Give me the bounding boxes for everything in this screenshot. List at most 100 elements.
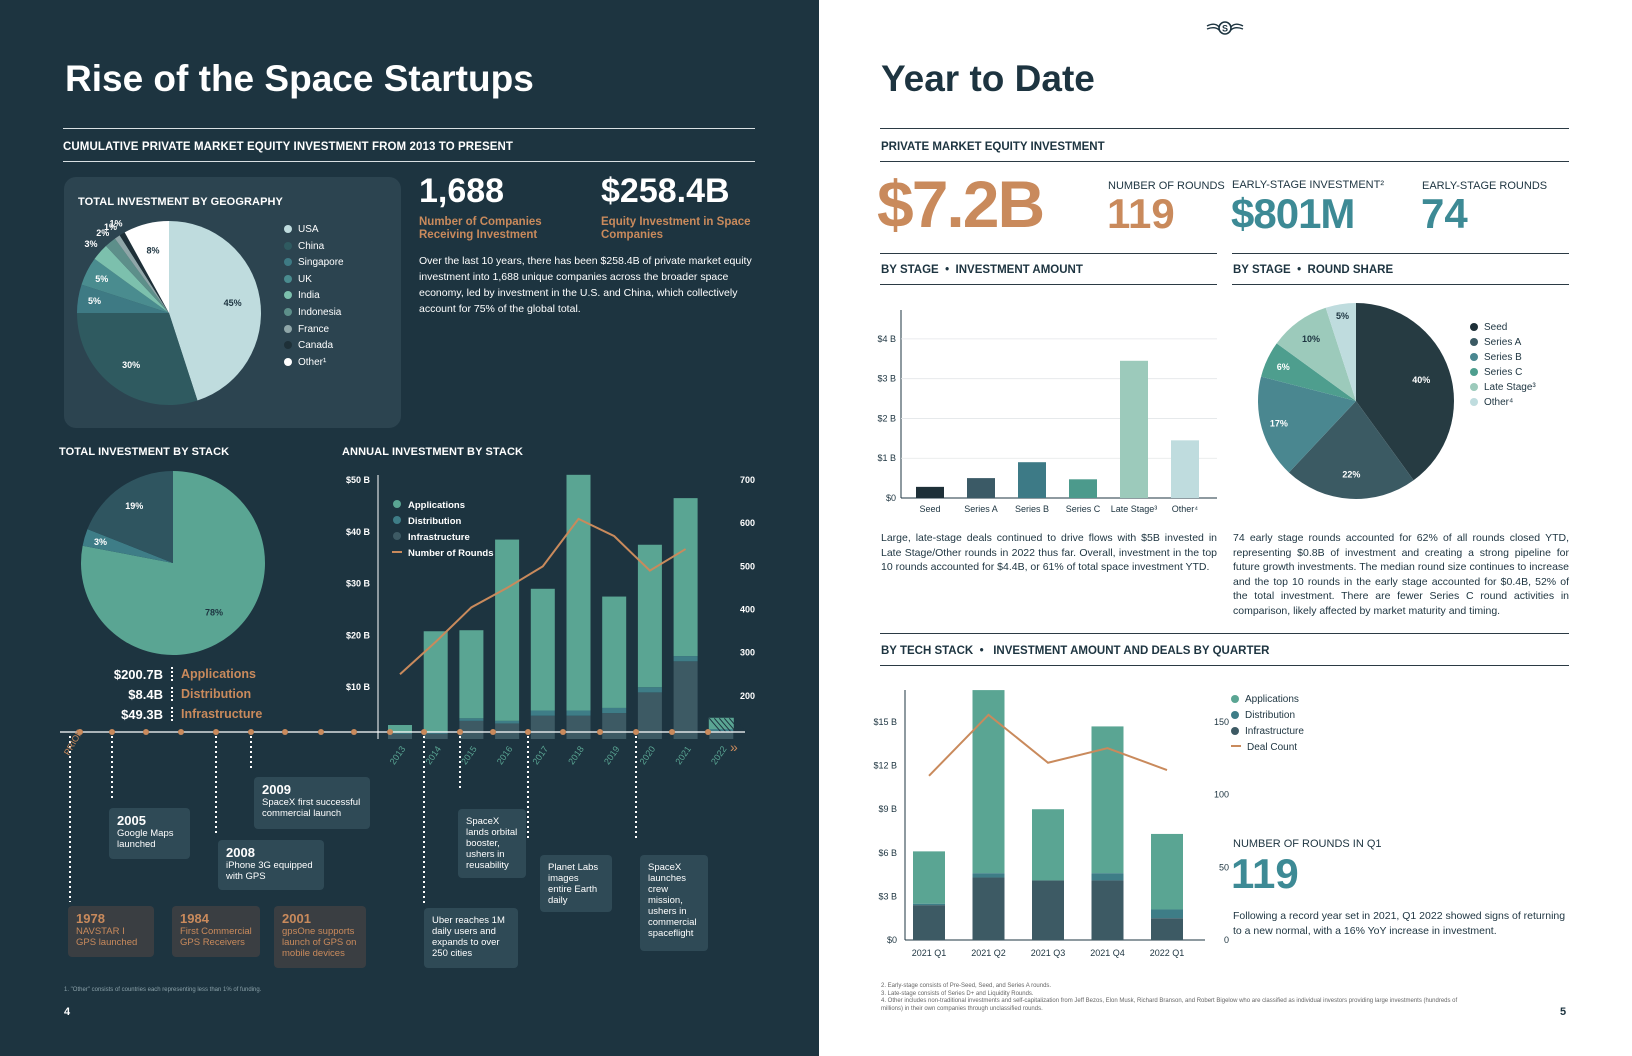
winged-emblem-icon: S [1206,21,1244,35]
legend-swatch [284,291,292,300]
timeline-dot [351,729,357,735]
divider [63,128,755,129]
legend-label: Other⁴ [1484,397,1514,408]
divider [63,161,755,162]
bar-applications-2021-q1 [913,851,945,904]
timeline-axis [60,729,745,906]
y-tick-label: $3 B [878,891,897,901]
timeline-dot [525,729,531,735]
x-tick-label: Seed [919,504,940,514]
legend-label: Seed [1484,322,1508,333]
legend-item: Other¹ [284,357,344,368]
bar-applications-2014 [423,631,448,733]
divider [1232,253,1569,254]
pie-slice-distribution [82,529,173,563]
bar-applications-2018 [566,474,591,711]
ytd-total: $7.2B [877,167,1045,241]
pie-value-label: 5% [1336,311,1349,321]
pie-slice-series-b [1258,376,1356,473]
hatch-line [728,717,742,733]
legend-label: USA [298,224,319,235]
divider [880,284,1217,285]
y2-tick-label: 500 [740,561,755,571]
companies-label: Number of Companies Receiving Investment [419,216,542,241]
bar-distribution-2019 [602,707,627,714]
bar-infrastructure-2021 [673,661,698,739]
legend-label: Canada [298,340,334,352]
legend-item: Series C [1470,367,1536,378]
stack-chart-title: TOTAL INVESTMENT BY STACK [59,446,230,458]
y-tick-label: $15 B [873,717,897,727]
timeline-dot [213,729,219,735]
divider [880,253,1217,254]
y-tick-label: $12 B [873,761,897,771]
y-tick-label: $4 B [877,334,896,344]
stack-total-row: $49.3B Infrastructure [95,704,295,724]
pie-value-label: 6% [1277,362,1290,372]
x-tick-label: Series C [1066,504,1101,514]
pie-slice-other- [124,221,169,313]
pie-value-label: 3% [84,239,97,249]
bar-distribution-2015 [459,718,484,721]
pie-slice-series-c [1261,343,1356,401]
q1-rounds-label: NUMBER OF ROUNDS IN Q1 [1233,838,1382,850]
divider [880,665,1569,666]
y2-tick-label: 400 [740,605,755,615]
y2-tick-label: 700 [740,475,755,485]
rounds-value: 119 [1107,190,1175,237]
y-tick-label: $2 B [877,413,896,423]
pie-slice-france [114,235,169,313]
bar-distribution-2021-q4 [1091,873,1124,881]
legend-item: UK [284,274,344,285]
bar-other- [1171,440,1199,498]
bar-infrastructure-2019 [602,713,627,739]
legend-swatch [1470,383,1478,391]
legend-label: China [298,240,325,252]
y-tick-label: $9 B [878,804,897,814]
page-number: 5 [1560,1006,1567,1018]
stage-pie-legend: Seed Series A Series B Series C Late Stage³ O… [1470,322,1536,412]
bar-distribution-2016 [495,720,520,724]
legend-item: India [284,290,344,301]
legend-item: Distribution [1231,710,1304,721]
y2-tick-label: 300 [740,648,755,658]
bar-infrastructure-2020 [637,692,662,739]
timeline-dot [143,729,149,735]
timeline-event-spacex-crew: SpaceX launches crew mission, ushers in … [640,855,708,951]
y-tick-label: $0 [887,935,897,945]
legend-label: Series A [1484,337,1522,348]
bar-infrastructure-2021-q3 [1032,880,1064,940]
x-tick-label: 2021 Q1 [912,948,947,958]
pie-slice-indonesia [106,238,169,313]
pie-value-label: 40% [1412,375,1430,385]
bar-infrastructure-2014 [423,733,448,739]
geo-legend: USA China Singapore UK India Indonesia France C… [284,224,344,373]
legend-item: Canada [284,340,344,351]
separator [171,687,173,701]
timeline-dot [490,729,496,735]
legend-swatch [284,241,292,250]
timeline-dot [178,729,184,735]
legend-label: Singapore [298,257,344,269]
stack-total-value: $8.4B [128,686,163,702]
geo-pie-chart: 45% 30% 5% 5% 3%2%1%1% 8% [77,218,261,405]
pie-value-label: 22% [1342,469,1360,479]
x-tick-label: Late Stage³ [1111,504,1158,514]
early-stage-value: $801M [1231,190,1355,237]
y-tick-label: $0 [886,493,896,503]
timeline-event-1978: 1978 NAVSTAR I GPS launched [68,906,154,957]
legend-item: Series A [1470,337,1536,348]
timeline-dot [318,729,324,735]
y2-tick-label: 150 [1214,717,1229,727]
bar-applications-2021-q3 [1032,809,1064,881]
page-number: 4 [64,1006,71,1018]
y2-tick-label: 600 [740,518,755,528]
stack-total-label: Applications [181,667,257,681]
legend-swatch [284,324,292,333]
legend-label: France [298,323,330,335]
y-tick-label: $30 B [346,579,371,589]
stack-pie-chart: 78% 3% 19% [80,471,265,655]
legend-swatch [1470,338,1478,346]
annual-chart-title: ANNUAL INVESTMENT BY STACK [342,446,524,458]
legend-item: USA [284,224,344,235]
